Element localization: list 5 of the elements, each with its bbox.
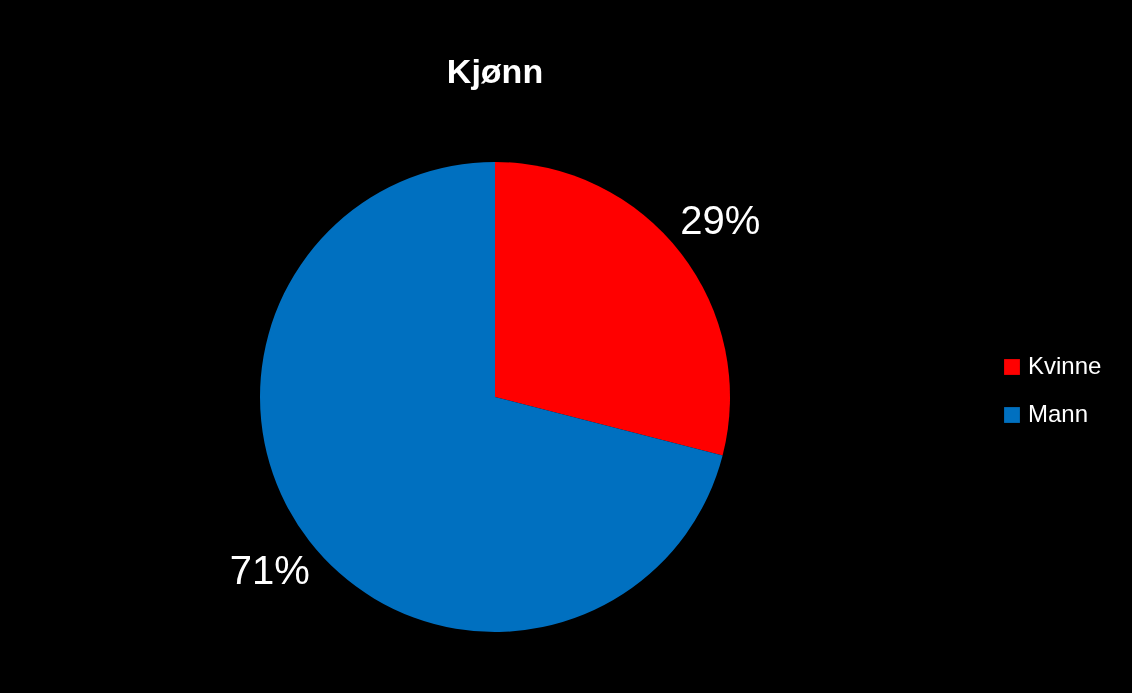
data-label: 29%: [680, 198, 761, 243]
legend-label: Kvinne: [1028, 352, 1102, 379]
legend-label: Mann: [1028, 400, 1089, 427]
chart-title: Kjønn: [446, 52, 544, 90]
data-label: 71%: [229, 547, 310, 592]
